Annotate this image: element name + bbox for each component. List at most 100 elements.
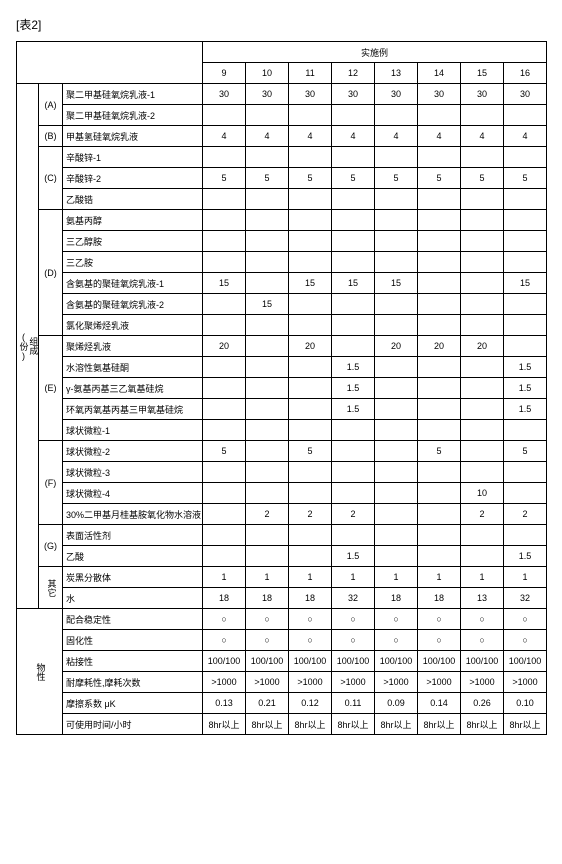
property-cell: ○	[375, 609, 418, 630]
data-cell	[289, 357, 332, 378]
data-cell	[461, 231, 504, 252]
property-label: 固化性	[63, 630, 203, 651]
data-cell	[461, 147, 504, 168]
data-cell	[203, 147, 246, 168]
data-cell	[418, 378, 461, 399]
data-cell: 5	[289, 441, 332, 462]
property-label: 粘接性	[63, 651, 203, 672]
property-label: 配合稳定性	[63, 609, 203, 630]
data-cell	[246, 357, 289, 378]
data-cell	[246, 273, 289, 294]
data-cell	[461, 294, 504, 315]
row-label: 含氨基的聚硅氧烷乳液-2	[63, 294, 203, 315]
property-cell: ○	[504, 609, 547, 630]
data-cell	[203, 546, 246, 567]
data-cell: 1	[418, 567, 461, 588]
data-cell: 30	[203, 84, 246, 105]
data-cell	[289, 525, 332, 546]
data-cell: 20	[418, 336, 461, 357]
data-cell	[203, 105, 246, 126]
data-cell: 2	[246, 504, 289, 525]
data-cell	[203, 483, 246, 504]
data-cell	[246, 336, 289, 357]
property-cell: ○	[418, 630, 461, 651]
data-cell: 1	[375, 567, 418, 588]
property-cell: ○	[461, 630, 504, 651]
data-cell	[289, 315, 332, 336]
property-cell: 100/100	[504, 651, 547, 672]
property-cell: 0.10	[504, 693, 547, 714]
data-cell	[203, 399, 246, 420]
data-cell: 5	[418, 168, 461, 189]
row-label: 三乙胺	[63, 252, 203, 273]
property-cell: 8hr以上	[289, 714, 332, 735]
data-cell	[461, 399, 504, 420]
data-cell	[418, 252, 461, 273]
col-header: 14	[418, 63, 461, 84]
data-cell	[246, 147, 289, 168]
row-label: 聚烯烃乳液	[63, 336, 203, 357]
data-cell: 1	[246, 567, 289, 588]
data-cell	[246, 315, 289, 336]
property-cell: 0.11	[332, 693, 375, 714]
property-cell: >1000	[203, 672, 246, 693]
data-cell	[246, 399, 289, 420]
data-cell	[246, 105, 289, 126]
property-cell: 0.26	[461, 693, 504, 714]
data-cell: 2	[504, 504, 547, 525]
property-cell: ○	[246, 630, 289, 651]
row-label: 乙酸锆	[63, 189, 203, 210]
data-cell	[418, 420, 461, 441]
data-cell	[504, 336, 547, 357]
property-cell: >1000	[332, 672, 375, 693]
data-cell	[504, 315, 547, 336]
data-cell	[461, 189, 504, 210]
data-cell	[246, 231, 289, 252]
property-cell: ○	[418, 609, 461, 630]
data-cell	[375, 105, 418, 126]
data-cell	[203, 315, 246, 336]
section-header: 实施例	[203, 42, 547, 63]
data-cell: 5	[375, 168, 418, 189]
data-cell: 1.5	[504, 378, 547, 399]
data-cell	[332, 315, 375, 336]
data-cell	[504, 147, 547, 168]
data-cell: 5	[418, 441, 461, 462]
property-cell: 0.21	[246, 693, 289, 714]
data-cell	[332, 294, 375, 315]
data-cell	[203, 294, 246, 315]
data-cell	[332, 189, 375, 210]
data-cell	[332, 105, 375, 126]
data-cell	[332, 483, 375, 504]
data-cell: 1	[332, 567, 375, 588]
data-cell: 13	[461, 588, 504, 609]
col-header: 16	[504, 63, 547, 84]
data-cell: 1	[461, 567, 504, 588]
data-cell	[332, 147, 375, 168]
data-cell	[375, 420, 418, 441]
data-cell	[504, 210, 547, 231]
data-cell: 1	[203, 567, 246, 588]
properties-header: 物性	[17, 609, 63, 735]
data-cell	[246, 420, 289, 441]
data-cell	[246, 441, 289, 462]
property-cell: >1000	[375, 672, 418, 693]
data-cell: 4	[461, 126, 504, 147]
data-cell	[418, 189, 461, 210]
composition-header: 组成(份)	[17, 84, 39, 609]
data-cell: 18	[203, 588, 246, 609]
data-cell: 1.5	[332, 378, 375, 399]
data-cell	[332, 462, 375, 483]
property-cell: 0.09	[375, 693, 418, 714]
data-cell	[289, 147, 332, 168]
data-cell	[289, 546, 332, 567]
row-label: 表面活性剂	[63, 525, 203, 546]
col-header: 13	[375, 63, 418, 84]
data-cell	[375, 525, 418, 546]
group-A: (A)	[39, 84, 63, 126]
data-cell	[246, 462, 289, 483]
data-cell: 1.5	[504, 546, 547, 567]
row-label: 辛酸锌-1	[63, 147, 203, 168]
group-other: 其它	[39, 567, 63, 609]
data-cell	[332, 420, 375, 441]
